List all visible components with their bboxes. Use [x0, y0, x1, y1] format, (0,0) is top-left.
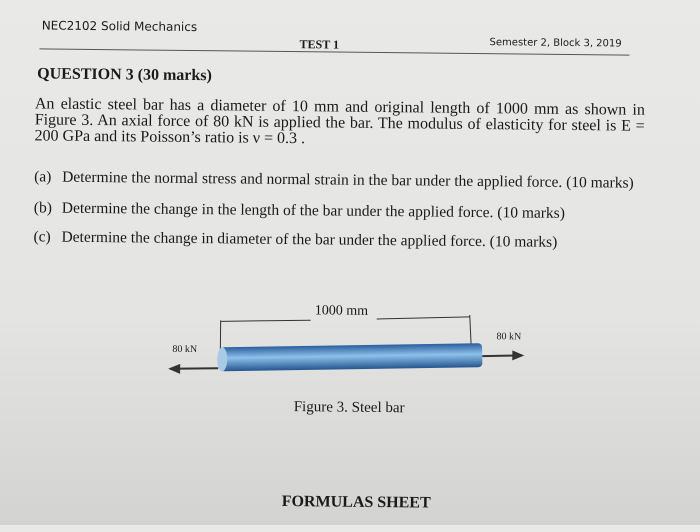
- question-part-c: (c)Determine the change in diameter of t…: [33, 228, 557, 251]
- question-part-b: (b)Determine the change in the length of…: [34, 199, 565, 223]
- question-part-a: (a)Determine the normal stress and norma…: [34, 168, 634, 192]
- dimension-line-right: [377, 316, 470, 320]
- dimension-line-left: [221, 319, 311, 322]
- question-title: QUESTION 3 (30 marks): [37, 65, 212, 85]
- steel-bar: [220, 343, 482, 371]
- figure-caption: Figure 3. Steel bar: [294, 399, 405, 417]
- right-force-label: 80 kN: [496, 331, 521, 342]
- formulas-sheet-title: FORMULAS SHEET: [282, 493, 431, 513]
- semester-label: Semester 2, Block 3, 2019: [490, 37, 622, 49]
- course-title: NEC2102 Solid Mechanics: [42, 18, 198, 34]
- length-dimension-label: 1000 mm: [315, 303, 368, 320]
- question-text: An elastic steel bar has a diameter of 1…: [34, 96, 644, 150]
- left-force-label: 80 kN: [172, 344, 197, 355]
